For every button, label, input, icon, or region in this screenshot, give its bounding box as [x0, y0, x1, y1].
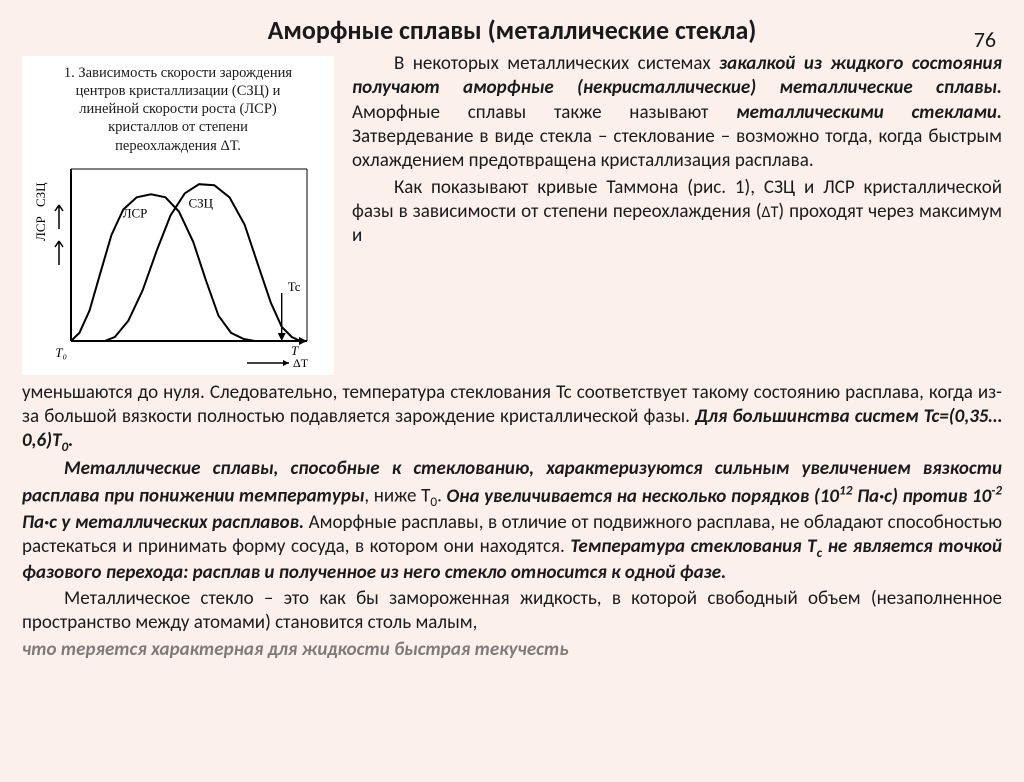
text: Аморфные сплавы также называют	[352, 101, 736, 124]
fig-cap-line: кристаллов от степени	[108, 119, 248, 135]
svg-text:ЛСР: ЛСР	[33, 216, 48, 241]
paragraph-4: Металлическое стекло – это как бы заморо…	[22, 587, 1002, 636]
figure-1: 1. Зависимость скорости зарождения центр…	[22, 56, 334, 375]
fig-cap-line: переохлаждения ΔТ.	[115, 138, 241, 154]
figure-caption: 1. Зависимость скорости зарождения центр…	[28, 64, 328, 155]
svg-text:СЗЦ: СЗЦ	[189, 195, 214, 210]
slide-title: Аморфные сплавы (металлические стекла)	[0, 14, 1024, 46]
fig-cap-line: 1. Зависимость скорости зарождения	[64, 65, 292, 81]
paragraph-3: Металлические сплавы, способные к стекло…	[22, 457, 1002, 585]
svg-text:Tc: Tc	[288, 279, 301, 294]
emph: металлическими стеклами.	[736, 101, 1002, 124]
text: что теряется характерная для жидкости бы…	[22, 638, 569, 661]
page-number: 76	[974, 26, 996, 53]
svg-text:T₀: T₀	[55, 345, 67, 360]
text: Затвердевание в виде стекла – стекловани…	[352, 125, 1002, 172]
svg-text:ΔT: ΔT	[293, 356, 309, 370]
fig-cap-line: линейной скорости роста (ЛСР)	[79, 101, 276, 117]
tammann-chart: СЗЦЛСРЛСРСЗЦTcT₀TΔT	[29, 161, 327, 371]
svg-text:ЛСР: ЛСР	[123, 205, 148, 220]
svg-text:СЗЦ: СЗЦ	[33, 181, 48, 206]
text: В некоторых металлических системах	[394, 52, 719, 75]
paragraph-4-cutoff: что теряется характерная для жидкости бы…	[22, 638, 1002, 662]
fig-cap-line: центров кристаллизации (СЗЦ) и	[76, 83, 281, 99]
text: ΔТ	[762, 203, 779, 222]
text: Металлическое стекло – это как бы заморо…	[22, 587, 1002, 634]
text: , ниже Т	[364, 485, 430, 508]
paragraph-2b: уменьшаются до нуля. Следовательно, темп…	[22, 381, 1002, 455]
